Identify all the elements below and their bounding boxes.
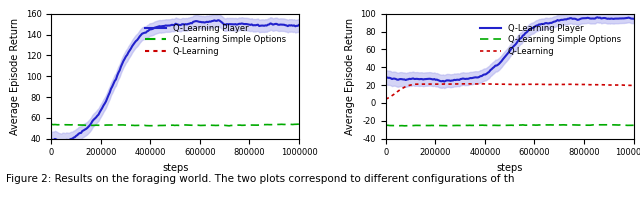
Q-Learning Player bbox=[440, 80, 448, 83]
Q-Learning Simple Options bbox=[397, 125, 404, 127]
Q-Learning bbox=[397, 88, 404, 90]
Q-Learning bbox=[476, 83, 483, 85]
Q-Learning Simple Options bbox=[429, 124, 437, 127]
Q-Learning Simple Options bbox=[275, 123, 283, 126]
Q-Learning Simple Options bbox=[392, 124, 399, 127]
Q-Learning Simple Options bbox=[294, 123, 301, 125]
Q-Learning Player bbox=[95, 113, 102, 116]
Q-Learning Player bbox=[630, 18, 637, 20]
Line: Q-Learning Player: Q-Learning Player bbox=[51, 20, 299, 141]
Line: Q-Learning Player: Q-Learning Player bbox=[386, 17, 634, 82]
Q-Learning bbox=[618, 84, 626, 86]
Q-Learning bbox=[382, 98, 390, 100]
Q-Learning Simple Options bbox=[113, 124, 121, 126]
Q-Learning Player bbox=[214, 19, 222, 21]
Q-Learning Simple Options bbox=[382, 124, 390, 127]
Line: Q-Learning Simple Options: Q-Learning Simple Options bbox=[386, 125, 634, 126]
Q-Learning Player bbox=[611, 17, 619, 20]
Line: Q-Learning: Q-Learning bbox=[386, 84, 634, 99]
Q-Learning Simple Options bbox=[62, 124, 70, 126]
Q-Learning Simple Options bbox=[93, 124, 101, 127]
Q-Learning bbox=[113, 158, 121, 161]
Q-Learning bbox=[428, 83, 436, 85]
Line: Q-Learning Simple Options: Q-Learning Simple Options bbox=[51, 124, 299, 126]
Q-Learning Simple Options bbox=[620, 124, 627, 126]
Q-Learning bbox=[58, 170, 65, 172]
Q-Learning Simple Options bbox=[295, 123, 303, 125]
Q-Learning bbox=[392, 92, 399, 94]
Q-Learning bbox=[275, 158, 283, 161]
Q-Learning bbox=[143, 158, 151, 160]
Q-Learning Player bbox=[276, 23, 284, 26]
Q-Learning Simple Options bbox=[595, 124, 603, 126]
Q-Learning Simple Options bbox=[630, 124, 637, 127]
Line: Q-Learning: Q-Learning bbox=[51, 159, 299, 177]
Q-Learning Player bbox=[392, 78, 399, 80]
Q-Learning Simple Options bbox=[401, 125, 408, 127]
Q-Learning Simple Options bbox=[611, 124, 619, 126]
Q-Learning Player bbox=[285, 24, 293, 27]
Q-Learning Player bbox=[428, 78, 436, 80]
Legend: Q-Learning Player, Q-Learning Simple Options, Q-Learning: Q-Learning Player, Q-Learning Simple Opt… bbox=[477, 21, 624, 59]
Q-Learning Player bbox=[620, 17, 627, 20]
Q-Learning Player bbox=[382, 77, 390, 79]
X-axis label: steps: steps bbox=[162, 163, 188, 173]
Q-Learning Player bbox=[397, 78, 404, 80]
Q-Learning Player bbox=[594, 16, 602, 18]
Q-Learning Player bbox=[63, 139, 71, 141]
Q-Learning Player bbox=[449, 79, 457, 82]
Q-Learning Player bbox=[59, 139, 67, 142]
Y-axis label: Average Episode Return: Average Episode Return bbox=[10, 18, 20, 135]
Q-Learning bbox=[610, 84, 618, 86]
Q-Learning Simple Options bbox=[58, 124, 65, 126]
Q-Learning Simple Options bbox=[284, 123, 292, 126]
Q-Learning Simple Options bbox=[449, 124, 457, 127]
Q-Learning bbox=[448, 83, 456, 85]
Q-Learning Player bbox=[47, 139, 55, 141]
Y-axis label: Average Episode Return: Average Episode Return bbox=[345, 18, 355, 135]
Q-Learning bbox=[295, 159, 303, 161]
Text: Figure 2: Results on the foraging world. The two plots correspond to different c: Figure 2: Results on the foraging world.… bbox=[6, 174, 515, 184]
X-axis label: steps: steps bbox=[497, 163, 523, 173]
Q-Learning Player bbox=[295, 24, 303, 26]
Q-Learning bbox=[630, 84, 637, 87]
Legend: Q-Learning Player, Q-Learning Simple Options, Q-Learning: Q-Learning Player, Q-Learning Simple Opt… bbox=[142, 21, 289, 59]
Q-Learning bbox=[47, 176, 55, 178]
Q-Learning bbox=[62, 166, 70, 168]
Q-Learning Simple Options bbox=[47, 123, 55, 126]
Q-Learning Player bbox=[115, 71, 122, 74]
Q-Learning Player bbox=[58, 140, 65, 143]
Q-Learning bbox=[93, 158, 101, 161]
Q-Learning bbox=[284, 159, 292, 161]
Q-Learning Simple Options bbox=[225, 125, 233, 127]
